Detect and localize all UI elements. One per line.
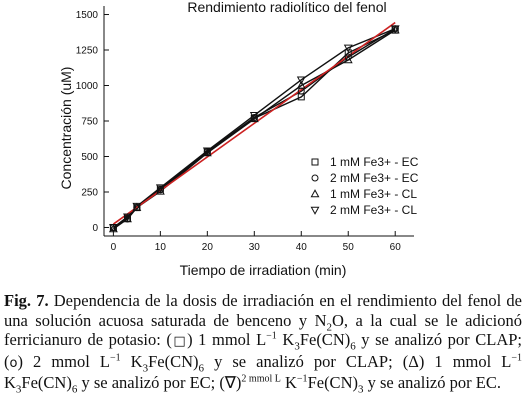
caption-sub: 6 [350,340,356,353]
x-tick-label: 50 [343,242,355,253]
caption-text: y se analizó por EC; (∇) [77,373,242,393]
caption-sub: 3 [15,383,22,396]
caption-text: Fe(CN) [21,373,72,393]
legend-entry-3: 1 mM Fe3+ - CL [330,187,417,201]
caption-sup: −1 [296,373,308,385]
data-point-series-3 [249,114,259,123]
legend-marker-4 [310,206,320,215]
data-point-series-4 [108,224,118,233]
y-tick-label: 750 [81,117,98,128]
caption-text: y se analizó por CLAP; ( [4,330,523,371]
caption-sup: 2 mmol L [241,373,281,385]
data-point-series-3 [155,186,165,195]
x-tick-label: 0 [111,242,117,253]
caption-text: K [280,373,297,393]
caption-sub: 3 [142,362,149,375]
caption-sup: −1 [511,352,522,364]
caption-sub: 6 [198,362,205,375]
caption-text: Fe(CN) [299,330,351,350]
caption-sub: 2 [326,320,333,333]
chart-title: Rendimiento radiolítico del fenol [187,0,386,15]
x-axis-label: Tiempo de irradiation (min) [180,262,347,278]
data-point-series-3 [343,55,353,64]
x-tick-label: 10 [155,242,167,253]
legend-entry-2: 2 mM Fe3+ - EC [330,171,419,185]
caption-fig-label: Fig. 7. [4,291,49,310]
caption-text: Fe(CN) [307,373,358,393]
data-point-series-3 [123,214,132,223]
y-axis-label: Concentración (uM) [58,67,74,190]
data-point-series-4 [202,147,212,156]
square-symbol-icon: □ [171,334,188,350]
x-tick-label: 40 [296,242,308,253]
caption-sub: 3 [294,340,300,353]
y-tick-label: 1000 [76,81,99,92]
data-point-series-3 [202,148,212,157]
chart: Rendimiento radiolítico del fenol Concen… [58,0,419,278]
caption-text: y se analizó por CLAP; (Δ) 1 mmol L [204,351,512,371]
data-point-series-4 [155,184,165,193]
caption-text: O, a la cual se le adicionó ferricianuro… [4,310,522,350]
caption-sup: −1 [266,330,277,342]
y-tick-label: 1250 [76,46,99,57]
caption-text: y se analizó por EC. [363,373,501,393]
legend-marker-2 [311,174,319,182]
caption-text: K [4,373,16,393]
data-point-series-3 [296,80,306,89]
legend-marker-3 [310,189,320,198]
caption-text: K [120,351,143,371]
caption-text: K [276,330,295,350]
caption-sub: 3 [357,383,364,396]
circle-symbol-icon: o [9,355,18,371]
x-tick-label: 20 [202,242,214,253]
y-tick-label: 500 [81,152,98,163]
caption-text: Fe(CN) [148,351,199,371]
x-tick-label: 60 [390,242,402,253]
data-point-series-4 [249,112,259,121]
legend-entry-4: 2 mM Fe3+ - CL [330,203,417,217]
data-point-series-4 [132,202,142,212]
y-tick-label: 1500 [76,10,99,21]
legend-marker-1 [311,158,319,166]
series-line-4 [112,28,396,229]
data-point-series-4 [296,76,306,85]
y-tick-label: 250 [81,187,98,198]
figure-caption: Fig. 7. Dependencia de la dosis de irrad… [4,291,523,396]
data-point-series-4 [343,44,353,53]
caption-sup: −1 [109,352,121,364]
caption-sub: 6 [71,383,78,396]
data-point-series-4 [123,213,132,222]
caption-text: ) 1 mmol L [187,330,267,350]
x-tick-label: 30 [249,242,261,253]
data-point-series-4 [390,25,400,34]
legend: 1 mM Fe3+ - EC 2 mM Fe3+ - EC 1 mM Fe3+ - … [310,155,419,217]
caption-text: Dependencia de la dosis de irradiación e… [4,291,523,330]
data-point-series-2 [344,53,352,61]
caption-text: ) 2 mmol L [17,351,110,371]
y-tick-label: 0 [92,223,98,234]
legend-entry-1: 1 mM Fe3+ - EC [330,155,419,169]
